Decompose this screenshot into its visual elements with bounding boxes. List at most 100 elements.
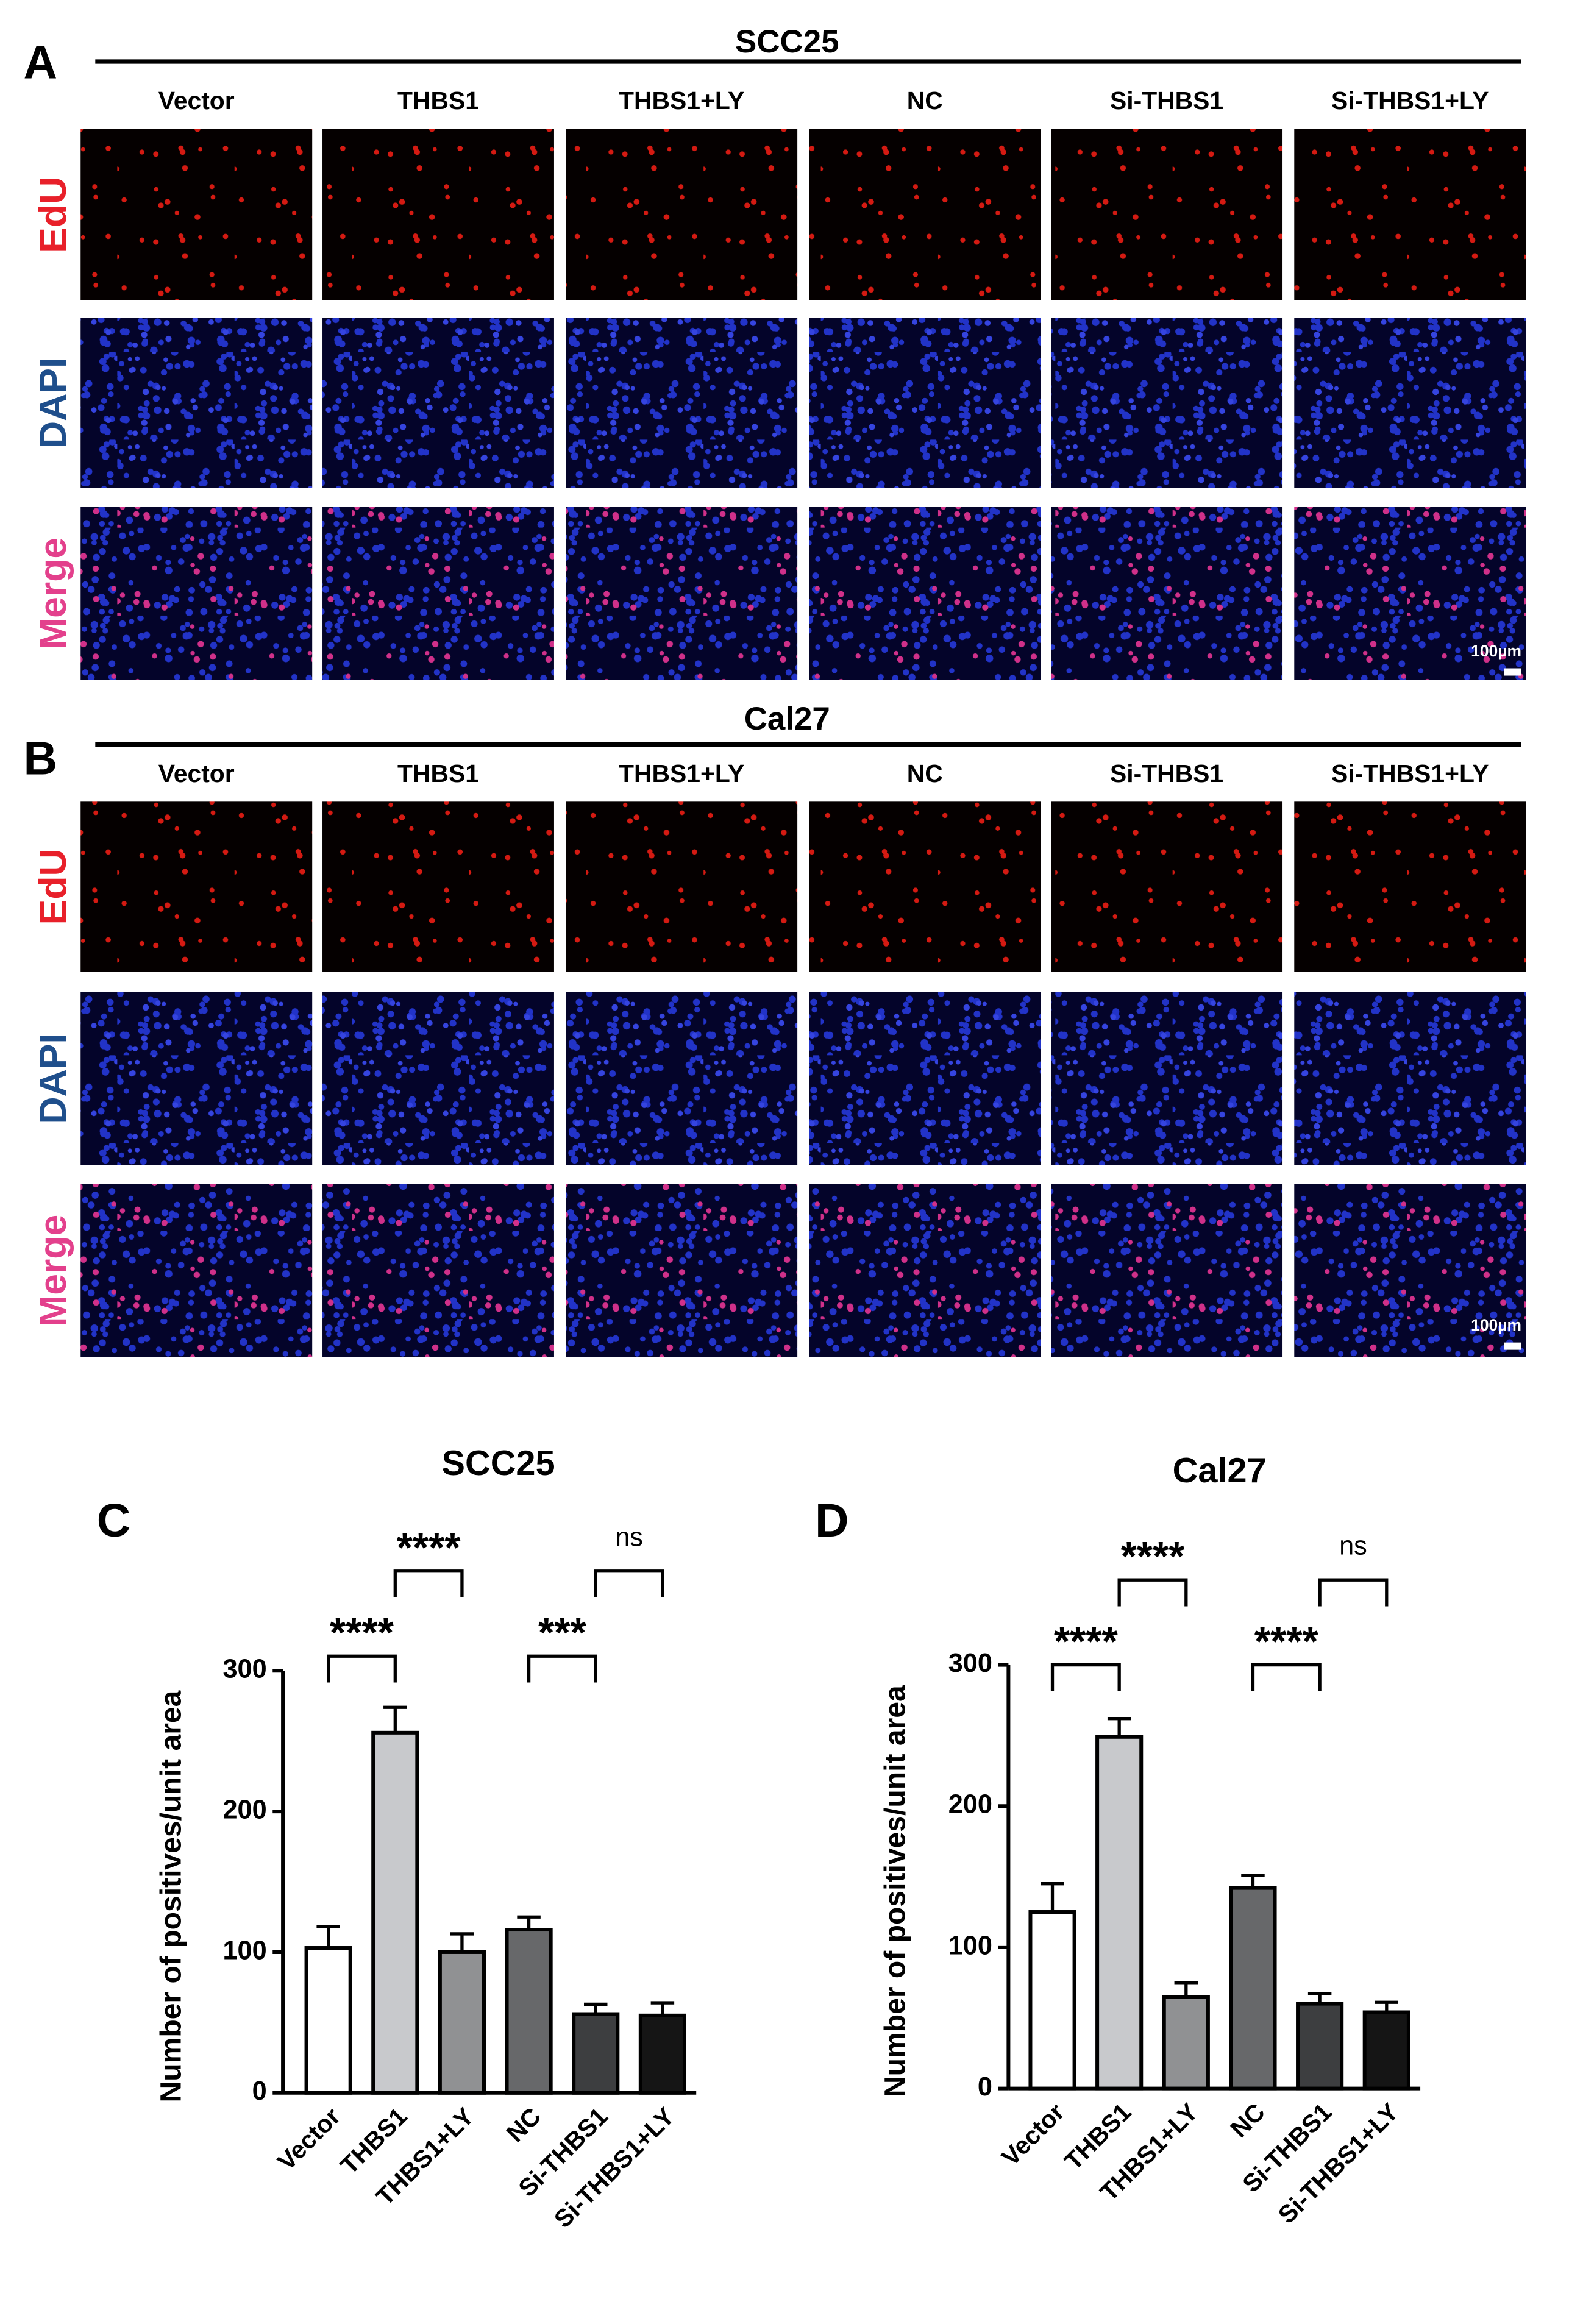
bar [1162, 1995, 1210, 2091]
bar [1296, 2002, 1344, 2091]
panel-label: A [23, 37, 57, 89]
x-tick-label: NC [501, 2102, 546, 2147]
chart-title: SCC25 [442, 1444, 555, 1483]
error-bar [316, 1925, 340, 1949]
significance-label: ns [615, 1523, 643, 1552]
x-tick-label: NC [1225, 2098, 1270, 2143]
row-label: Merge [32, 1215, 74, 1327]
micrograph [566, 506, 798, 680]
row-label: EdU [32, 848, 74, 925]
error-bar [1241, 1874, 1265, 1888]
micrograph [809, 129, 1041, 300]
micrograph [809, 1184, 1041, 1357]
micrograph [322, 801, 554, 972]
micrograph [809, 992, 1041, 1165]
micrograph [566, 801, 798, 972]
column-label: NC [907, 759, 943, 787]
micrograph [1051, 318, 1283, 488]
y-tick-label: 100 [222, 1936, 266, 1965]
significance-label: **** [330, 1610, 394, 1655]
micrograph [1051, 129, 1283, 300]
micrograph [1051, 992, 1283, 1165]
column-label: THBS1 [397, 759, 479, 787]
significance-bracket [594, 1569, 664, 1598]
error-bar [1107, 1717, 1131, 1737]
significance-label: **** [1054, 1619, 1119, 1665]
micrograph [1051, 1184, 1283, 1357]
significance-bracket [1050, 1663, 1121, 1691]
micrograph [322, 992, 554, 1165]
y-tick-label: 0 [252, 2077, 267, 2106]
scale-bar-label: 100µm [1471, 642, 1521, 660]
micrograph [566, 992, 798, 1165]
bar [1028, 1910, 1076, 2091]
x-tick-label: Vector [272, 2102, 346, 2176]
bar [1362, 2010, 1410, 2091]
micrograph [1294, 1184, 1526, 1357]
micrograph [566, 318, 798, 488]
micrograph [80, 318, 313, 488]
y-axis-label: Number of positives/unit area [878, 1685, 911, 2097]
micrograph [566, 129, 798, 300]
column-label: Si-THBS1+LY [1331, 759, 1489, 787]
column-label: THBS1+LY [619, 87, 744, 115]
column-label: THBS1 [397, 87, 479, 115]
x-tick-label: Si-THBS1+LY [549, 2102, 680, 2233]
significance-label: **** [397, 1525, 461, 1571]
micrograph [1294, 506, 1526, 680]
bar [304, 1946, 352, 2095]
micrograph [809, 801, 1041, 972]
x-tick-label: Si-THBS1+LY [1273, 2098, 1404, 2229]
micrograph [322, 129, 554, 300]
row-label: DAPI [32, 358, 74, 449]
micrograph [1294, 129, 1526, 300]
micrograph [322, 1184, 554, 1357]
x-tick-label: Vector [996, 2098, 1070, 2172]
micrograph [322, 318, 554, 488]
panel-title: Cal27 [744, 701, 830, 737]
y-tick-label: 200 [222, 1796, 266, 1825]
significance-label: **** [1121, 1533, 1186, 1579]
scale-bar [1504, 668, 1521, 676]
micrograph [809, 506, 1041, 680]
row-label: DAPI [32, 1033, 74, 1124]
column-label: Si-THBS1+LY [1331, 87, 1489, 115]
bar [638, 2013, 686, 2095]
y-axis-label: Number of positives/unit area [154, 1690, 187, 2102]
chart-title: Cal27 [1173, 1451, 1267, 1490]
panel-title: SCC25 [735, 24, 839, 60]
y-tick-label: 300 [948, 1649, 992, 1678]
scale-bar [1504, 1342, 1521, 1350]
y-tick-label: 0 [978, 2072, 992, 2102]
significance-bracket [1318, 1578, 1389, 1607]
micrograph [322, 506, 554, 680]
micrograph [1294, 801, 1526, 972]
significance-bracket [393, 1569, 464, 1598]
micrograph [1051, 801, 1283, 972]
micrograph [809, 318, 1041, 488]
panel-label: C [97, 1494, 131, 1547]
micrograph [80, 801, 313, 972]
micrograph [1051, 506, 1283, 680]
row-label: EdU [32, 177, 74, 253]
column-label: THBS1+LY [619, 759, 744, 787]
micrograph [80, 506, 313, 680]
error-bar [517, 1915, 541, 1930]
error-bar [1174, 1981, 1198, 1997]
bar [371, 1730, 419, 2095]
significance-bracket [527, 1654, 597, 1683]
significance-label: **** [1254, 1619, 1319, 1665]
bar [572, 2012, 620, 2095]
significance-bracket [1117, 1578, 1188, 1607]
micrograph [1294, 318, 1526, 488]
row-label: Merge [32, 538, 74, 650]
bar [1229, 1886, 1277, 2091]
y-tick-label: 100 [948, 1931, 992, 1960]
column-label: NC [907, 87, 943, 115]
micrograph [566, 1184, 798, 1357]
y-tick-label: 200 [948, 1790, 992, 1819]
panel-label: B [23, 733, 57, 785]
y-tick-label: 300 [222, 1655, 266, 1684]
